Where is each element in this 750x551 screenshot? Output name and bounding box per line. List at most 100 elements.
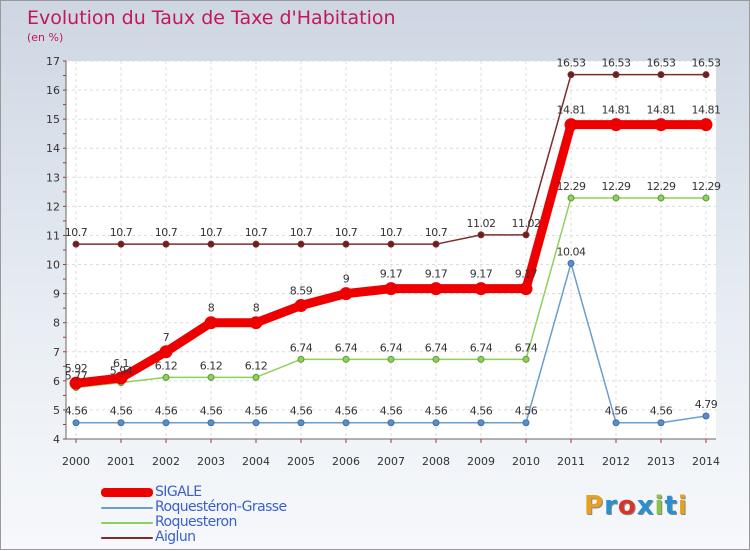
- data-point-sigale: [519, 282, 533, 296]
- data-label-roquesteron: 6.12: [200, 359, 223, 372]
- data-point-roquest-ron-grasse: [72, 419, 80, 427]
- legend-swatch-sigale: [101, 488, 153, 497]
- data-point-sigale: [339, 287, 353, 301]
- data-point-roquest-ron-grasse: [522, 419, 530, 427]
- data-label-roquesteron: 6.74: [470, 341, 493, 354]
- data-point-sigale: [204, 316, 218, 330]
- data-label-roquesteron: 6.12: [245, 359, 268, 372]
- y-tick-label: 5: [53, 404, 60, 417]
- data-point-roquest-ron-grasse: [567, 259, 575, 267]
- x-tick-label: 2004: [242, 455, 270, 468]
- x-tick-label: 2002: [152, 455, 180, 468]
- data-point-roquest-ron-grasse: [297, 419, 305, 427]
- y-tick-label: 8: [53, 317, 60, 330]
- legend-label-roquesteron: Roquesteron: [155, 514, 237, 530]
- x-tick-label: 2012: [602, 455, 630, 468]
- data-label-roquesteron: 6.74: [335, 341, 358, 354]
- data-label-roquesteron: 6.74: [380, 341, 403, 354]
- data-label-aiglun: 10.7: [245, 226, 268, 239]
- data-point-roquesteron: [432, 355, 440, 363]
- data-label-sigale: 14.81: [647, 104, 676, 117]
- data-label-roquesteron: 5.77: [65, 370, 88, 383]
- data-label-aiglun: 10.7: [110, 226, 133, 239]
- data-point-roquest-ron-grasse: [702, 412, 710, 420]
- data-label-aiglun: 10.7: [425, 226, 448, 239]
- data-label-roquesteron: 12.29: [692, 180, 721, 193]
- x-tick-label: 2013: [647, 455, 675, 468]
- data-point-roquest-ron-grasse: [207, 419, 215, 427]
- data-point-aiglun: [702, 71, 710, 79]
- data-point-roquest-ron-grasse: [117, 419, 125, 427]
- data-point-roquesteron: [702, 194, 710, 202]
- data-label-aiglun: 10.7: [65, 226, 88, 239]
- data-point-sigale: [249, 316, 263, 330]
- proxiti-logo: Proxiti: [584, 491, 688, 521]
- x-tick-label: 2006: [332, 455, 360, 468]
- y-tick-label: 13: [46, 171, 60, 184]
- legend-label-roquesteron-grasse: Roquestéron-Grasse: [155, 499, 287, 515]
- data-label-aiglun: 16.53: [692, 57, 721, 70]
- data-label-roquest-ron-grasse: 4.56: [380, 405, 403, 418]
- data-label-sigale: 9.17: [470, 268, 493, 281]
- data-label-roquest-ron-grasse: 4.56: [155, 405, 178, 418]
- data-point-roquest-ron-grasse: [252, 419, 260, 427]
- data-label-sigale: 9.17: [515, 268, 538, 281]
- y-tick-label: 16: [46, 84, 60, 97]
- data-label-roquesteron: 5.94: [110, 365, 133, 378]
- data-point-aiglun: [207, 240, 215, 248]
- data-point-aiglun: [117, 240, 125, 248]
- data-label-roquesteron: 12.29: [557, 180, 586, 193]
- data-label-roquest-ron-grasse: 4.56: [200, 405, 223, 418]
- y-tick-label: 12: [46, 200, 60, 213]
- x-tick-label: 2007: [377, 455, 405, 468]
- data-label-roquesteron: 6.12: [155, 359, 178, 372]
- data-point-roquest-ron-grasse: [387, 419, 395, 427]
- x-tick-label: 2008: [422, 455, 450, 468]
- data-point-roquest-ron-grasse: [432, 419, 440, 427]
- x-tick-label: 2001: [107, 455, 135, 468]
- data-point-roquest-ron-grasse: [612, 419, 620, 427]
- y-tick-label: 10: [46, 259, 60, 272]
- data-label-roquesteron: 6.74: [515, 341, 538, 354]
- data-point-roquesteron: [612, 194, 620, 202]
- y-tick-label: 14: [46, 142, 60, 155]
- y-tick-label: 17: [46, 55, 60, 68]
- legend-label-aiglun: Aiglun: [155, 529, 196, 545]
- data-label-roquest-ron-grasse: 4.56: [515, 405, 538, 418]
- x-tick-label: 2003: [197, 455, 225, 468]
- data-point-roquest-ron-grasse: [162, 419, 170, 427]
- data-point-aiglun: [72, 240, 80, 248]
- data-label-roquesteron: 6.74: [425, 341, 448, 354]
- data-point-sigale: [69, 376, 83, 390]
- data-label-roquest-ron-grasse: 4.56: [110, 405, 133, 418]
- y-tick-label: 4: [53, 433, 60, 446]
- y-tick-label: 15: [46, 113, 60, 126]
- data-label-roquest-ron-grasse: 4.56: [245, 405, 268, 418]
- x-tick-label: 2014: [692, 455, 720, 468]
- data-point-aiglun: [477, 231, 485, 239]
- data-label-roquesteron: 6.74: [290, 341, 313, 354]
- y-tick-label: 11: [46, 229, 60, 242]
- legend-swatch-roquesteron: [101, 522, 153, 524]
- data-point-aiglun: [612, 71, 620, 79]
- data-point-aiglun: [387, 240, 395, 248]
- data-point-aiglun: [342, 240, 350, 248]
- data-point-sigale: [114, 371, 128, 385]
- data-point-sigale: [294, 299, 308, 313]
- data-point-roquesteron: [342, 355, 350, 363]
- data-label-roquest-ron-grasse: 4.56: [65, 405, 88, 418]
- data-point-roquest-ron-grasse: [657, 419, 665, 427]
- legend-swatch-roquesteron-grasse: [101, 507, 153, 509]
- data-point-aiglun: [567, 71, 575, 79]
- data-label-roquest-ron-grasse: 4.56: [470, 405, 493, 418]
- data-label-sigale: 9.17: [380, 268, 403, 281]
- data-point-roquesteron: [162, 373, 170, 381]
- data-label-roquest-ron-grasse: 4.56: [605, 405, 628, 418]
- data-point-aiglun: [162, 240, 170, 248]
- data-point-sigale: [159, 345, 173, 359]
- data-point-sigale: [474, 282, 488, 296]
- data-label-aiglun: 10.7: [155, 226, 178, 239]
- data-label-roquesteron: 12.29: [647, 180, 676, 193]
- y-tick-label: 6: [53, 375, 60, 388]
- data-point-sigale: [654, 118, 668, 132]
